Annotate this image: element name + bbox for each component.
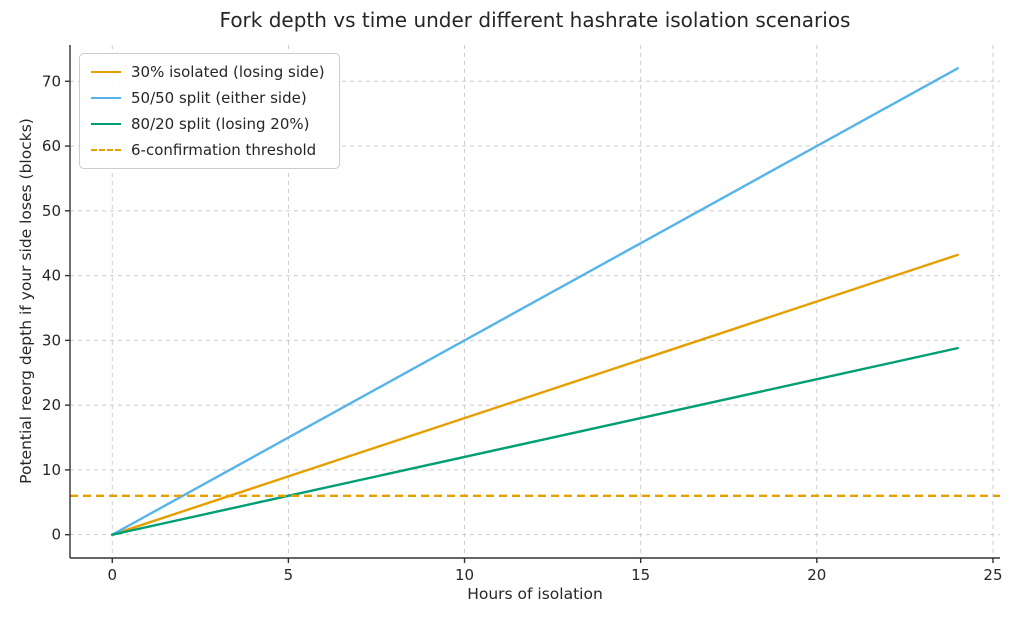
y-tick-label: 30 (42, 331, 61, 349)
legend-item-label: 50/50 split (either side) (131, 89, 307, 107)
x-tick-label: 0 (107, 566, 117, 584)
legend-line-swatch (91, 71, 121, 73)
x-tick-label: 25 (983, 566, 1002, 584)
legend-dashed-line-swatch (91, 149, 121, 151)
series-line (111, 253, 959, 536)
y-tick-label: 0 (51, 526, 61, 544)
legend-item: 6-confirmation threshold (91, 140, 325, 160)
y-tick-label: 20 (42, 396, 61, 414)
legend-item-label: 80/20 split (losing 20%) (131, 115, 310, 133)
y-tick-label: 50 (42, 202, 61, 220)
legend-item: 30% isolated (losing side) (91, 62, 325, 82)
x-axis-label: Hours of isolation (467, 585, 603, 603)
legend-item: 50/50 split (either side) (91, 88, 325, 108)
series-line (111, 67, 959, 536)
x-tick-label: 20 (807, 566, 826, 584)
series-line (111, 346, 959, 536)
legend-line-swatch (91, 123, 121, 125)
x-tick-label: 10 (455, 566, 474, 584)
y-tick-label: 60 (42, 137, 61, 155)
x-tick-label: 15 (631, 566, 650, 584)
legend: 30% isolated (losing side) 50/50 split (e… (79, 53, 340, 169)
y-tick-label: 10 (42, 461, 61, 479)
y-tick-label: 70 (42, 72, 61, 90)
y-axis-label: Potential reorg depth if your side loses… (17, 118, 35, 484)
legend-line-swatch (91, 97, 121, 99)
x-tick-label: 5 (284, 566, 294, 584)
chart-title: Fork depth vs time under different hashr… (219, 8, 851, 32)
y-tick-label: 40 (42, 267, 61, 285)
legend-item-label: 6-confirmation threshold (131, 141, 317, 159)
legend-item-label: 30% isolated (losing side) (131, 63, 325, 81)
legend-item: 80/20 split (losing 20%) (91, 114, 325, 134)
